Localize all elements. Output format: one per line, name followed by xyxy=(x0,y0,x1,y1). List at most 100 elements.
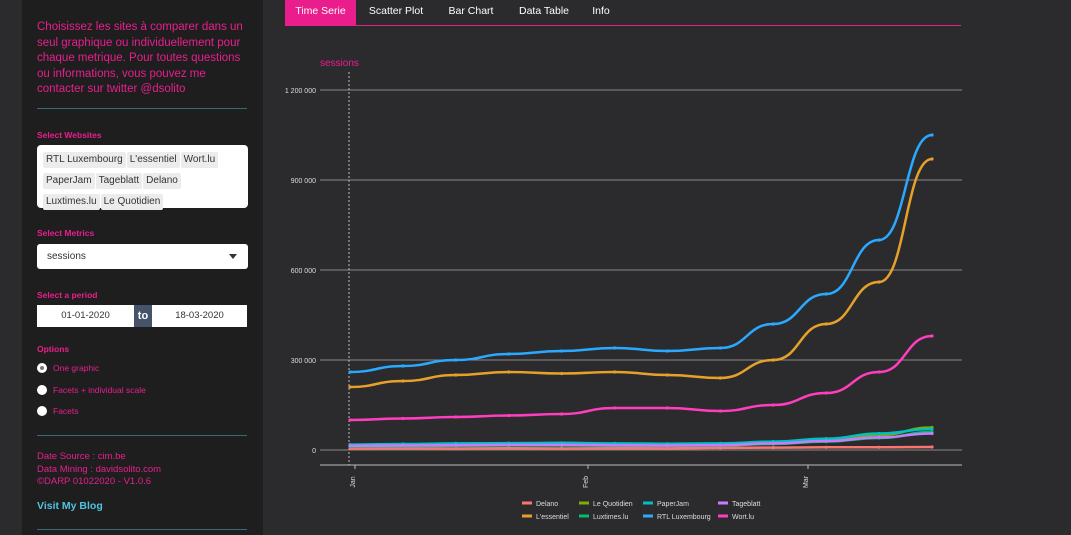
data-point xyxy=(877,370,881,374)
data-point xyxy=(930,431,934,436)
data-point xyxy=(665,446,670,450)
data-point xyxy=(824,391,828,395)
intro-text: Choisissez les sites à comparer dans un … xyxy=(37,21,243,95)
tab-scatter-plot[interactable]: Scatter Plot xyxy=(368,5,424,17)
data-point xyxy=(824,445,828,449)
data-point xyxy=(454,373,458,377)
metrics-label: Select Metrics xyxy=(37,228,95,238)
legend-label: L'essentiel xyxy=(536,514,569,521)
data-point xyxy=(348,385,352,389)
data-point xyxy=(718,409,722,413)
data-point xyxy=(348,370,352,374)
data-point xyxy=(877,445,881,449)
options-label: Options xyxy=(37,344,70,354)
tab-time-serie[interactable]: Time Serie xyxy=(285,0,356,26)
data-point xyxy=(560,443,564,447)
website-tag[interactable]: Luxtimes.lu xyxy=(43,194,100,210)
tab-bar-chart[interactable]: Bar Chart xyxy=(448,5,494,17)
data-point xyxy=(771,358,775,362)
website-tag[interactable]: Delano xyxy=(143,173,181,189)
website-tag[interactable]: PaperJam xyxy=(43,173,95,189)
website-tag[interactable]: Wort.lu xyxy=(180,152,219,168)
y-tick-label: 300 000 xyxy=(291,358,316,365)
data-point xyxy=(401,364,405,368)
data-point xyxy=(771,322,775,326)
data-point xyxy=(824,437,828,441)
data-point xyxy=(877,435,881,439)
website-tag[interactable]: RTL Luxembourg xyxy=(43,152,126,168)
data-point xyxy=(454,446,458,451)
metric-select[interactable]: sessions xyxy=(37,244,248,269)
data-point xyxy=(824,322,828,326)
legend-label: Le Quotidien xyxy=(593,501,633,508)
data-point xyxy=(454,358,458,362)
radio-icon[interactable] xyxy=(37,363,47,373)
data-point xyxy=(454,443,458,447)
data-point xyxy=(401,416,405,421)
data-point xyxy=(771,446,775,450)
divider xyxy=(37,529,247,530)
data-point xyxy=(930,334,934,338)
radio-icon[interactable] xyxy=(37,406,47,416)
data-point xyxy=(507,352,511,356)
option-one-graphic[interactable]: One graphic xyxy=(37,363,237,373)
chart-title: sessions xyxy=(320,58,359,69)
data-point xyxy=(507,446,511,450)
option-facets[interactable]: Facets xyxy=(37,406,237,416)
option-facets-individual[interactable]: Facets + individual scale xyxy=(37,385,237,395)
data-point xyxy=(560,446,564,451)
series-line xyxy=(349,133,933,374)
data-point xyxy=(665,373,670,377)
websites-select[interactable]: RTL Luxembourg L'essentiel Wort.lu PaperJa… xyxy=(37,145,248,210)
y-tick-label: 0 xyxy=(312,448,316,455)
date-end-input[interactable]: 18-03-2020 xyxy=(152,305,247,327)
data-point xyxy=(507,443,511,447)
data-point xyxy=(507,413,511,418)
divider xyxy=(37,108,247,109)
data-point xyxy=(771,441,775,445)
legend-label: RTL Luxembourg xyxy=(657,514,711,521)
source-info: Date Source : cim.be Data Mining : david… xyxy=(37,451,162,487)
tab-info[interactable]: Info xyxy=(592,5,610,17)
data-point xyxy=(824,292,828,296)
data-point xyxy=(930,427,934,431)
legend-label: Delano xyxy=(536,501,558,508)
data-point xyxy=(454,415,458,419)
data-point xyxy=(612,346,617,350)
series-line xyxy=(349,445,933,450)
data-point xyxy=(348,418,352,422)
metric-value: sessions xyxy=(47,251,86,262)
data-point xyxy=(718,443,722,447)
blog-link[interactable]: Visit My Blog xyxy=(37,500,103,512)
x-tick-label: Mar xyxy=(803,475,810,488)
tab-bar: Time Serie Scatter Plot Bar Chart Data T… xyxy=(285,0,961,26)
data-point xyxy=(401,379,405,383)
series-line xyxy=(349,157,933,389)
legend-label: PaperJam xyxy=(657,501,689,508)
data-point xyxy=(612,370,617,374)
series-line xyxy=(349,432,933,448)
data-point xyxy=(560,349,564,353)
website-tag[interactable]: L'essentiel xyxy=(126,152,180,168)
data-point xyxy=(612,446,617,450)
radio-icon[interactable] xyxy=(37,385,47,395)
data-point xyxy=(665,443,670,448)
data-point xyxy=(877,280,881,284)
data-point xyxy=(560,412,564,416)
data-point xyxy=(665,349,670,353)
data-point xyxy=(401,443,405,448)
website-tag[interactable]: Tageblatt xyxy=(95,173,143,189)
series-trend-glow xyxy=(349,158,933,388)
chevron-down-icon xyxy=(229,254,237,259)
tab-data-table[interactable]: Data Table xyxy=(518,5,569,17)
sidebar: Choisissez les sites à comparer dans un … xyxy=(22,0,263,535)
date-start-input[interactable]: 01-01-2020 xyxy=(37,305,134,327)
websites-label: Select Websites xyxy=(37,130,102,140)
legend-label: Luxtimes.lu xyxy=(593,514,629,521)
website-tag[interactable]: Le Quotidien xyxy=(100,194,164,210)
series-line xyxy=(349,427,933,446)
data-point xyxy=(930,157,934,161)
data-point xyxy=(560,371,564,376)
data-point xyxy=(665,406,670,410)
